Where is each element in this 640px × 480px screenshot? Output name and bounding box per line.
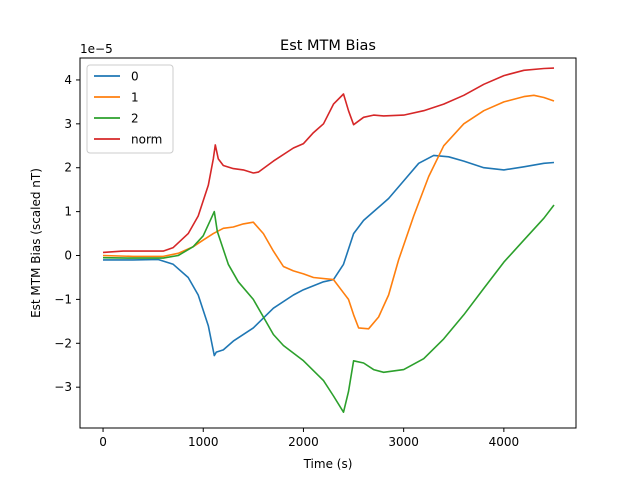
series-layer — [102, 67, 555, 413]
x-tick-label: 3000 — [388, 435, 419, 449]
x-axis: 0 1000 2000 3000 4000 — [99, 428, 519, 449]
x-tick-label: 1000 — [188, 435, 219, 449]
x-tick-label: 0 — [99, 435, 107, 449]
x-axis-label: Time (s) — [303, 457, 353, 471]
legend-label-0: 0 — [131, 70, 139, 84]
series-line-2 — [102, 204, 555, 413]
plot-frame — [79, 57, 577, 429]
series-line-0 — [103, 154, 555, 357]
legend: 0 1 2 norm — [86, 64, 174, 154]
series-line-1 — [102, 94, 555, 330]
x-tick-label: 4000 — [489, 435, 520, 449]
y-scale-label: 1e−5 — [80, 42, 113, 56]
y-tick-label: 3 — [64, 117, 72, 131]
y-tick-label: 2 — [64, 161, 72, 175]
y-tick-label: 4 — [64, 73, 72, 87]
legend-label-2: 2 — [131, 112, 139, 126]
x-tick-label: 2000 — [288, 435, 319, 449]
y-axis: −3 −2 −1 0 1 2 3 4 — [54, 73, 80, 394]
y-tick-label: 1 — [64, 205, 72, 219]
y-axis-label: Est MTM Bias (scaled nT) — [29, 168, 43, 318]
y-tick-label: 0 — [64, 249, 72, 263]
y-tick-label: −2 — [54, 336, 72, 350]
legend-label-norm: norm — [131, 133, 162, 147]
legend-box — [86, 64, 174, 154]
chart-title: Est MTM Bias — [280, 38, 376, 54]
y-tick-label: −1 — [54, 292, 72, 306]
series-line-norm — [102, 67, 555, 254]
legend-label-1: 1 — [131, 91, 139, 105]
y-tick-label: −3 — [54, 380, 72, 394]
